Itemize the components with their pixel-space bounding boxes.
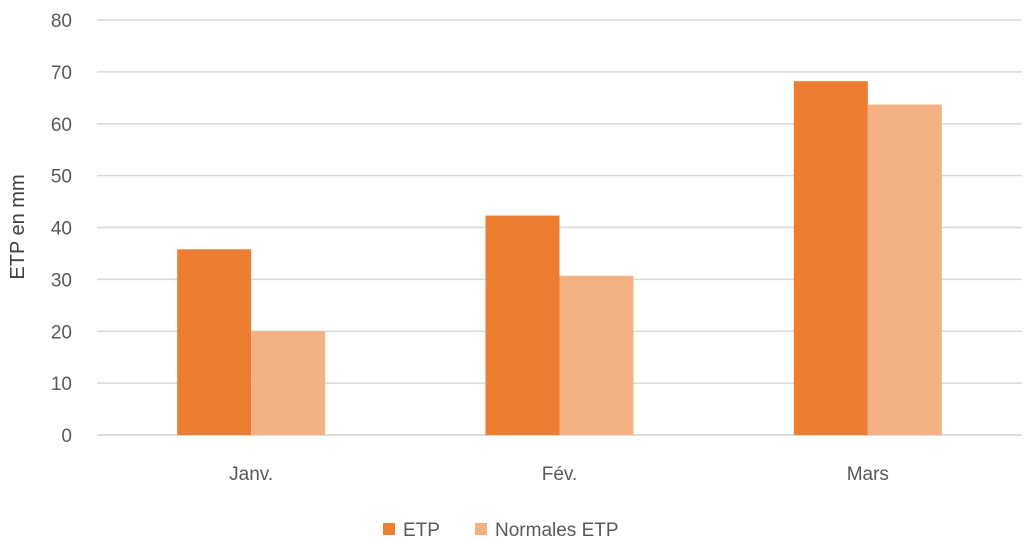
legend-label: ETP (403, 520, 440, 541)
x-axis-ticks: Janv. Fév. Mars (229, 464, 889, 485)
y-tick-label: 30 (51, 270, 72, 291)
bar (485, 215, 560, 435)
bars (177, 81, 942, 436)
y-tick-label: 70 (51, 63, 72, 84)
legend-swatch (475, 523, 487, 535)
bar (867, 104, 942, 436)
y-tick-label: 80 (51, 11, 72, 32)
x-tick-label: Janv. (229, 464, 273, 485)
y-axis-title: ETP en mm (7, 174, 29, 279)
legend: ETP Normales ETP (383, 520, 619, 541)
bar (559, 275, 634, 435)
y-tick-label: 10 (51, 374, 72, 395)
x-tick-label: Fév. (542, 464, 578, 485)
legend-swatch (383, 523, 395, 535)
legend-label: Normales ETP (495, 520, 619, 541)
y-tick-label: 0 (61, 426, 72, 447)
y-tick-label: 40 (51, 219, 72, 240)
bar (177, 249, 252, 435)
y-tick-label: 60 (51, 115, 72, 136)
y-tick-label: 20 (51, 322, 72, 343)
bar (793, 81, 868, 436)
y-axis-ticks: 0 10 20 30 40 50 60 70 80 (51, 11, 72, 447)
x-tick-label: Mars (847, 464, 889, 485)
bar (251, 331, 326, 435)
y-tick-label: 50 (51, 167, 72, 188)
